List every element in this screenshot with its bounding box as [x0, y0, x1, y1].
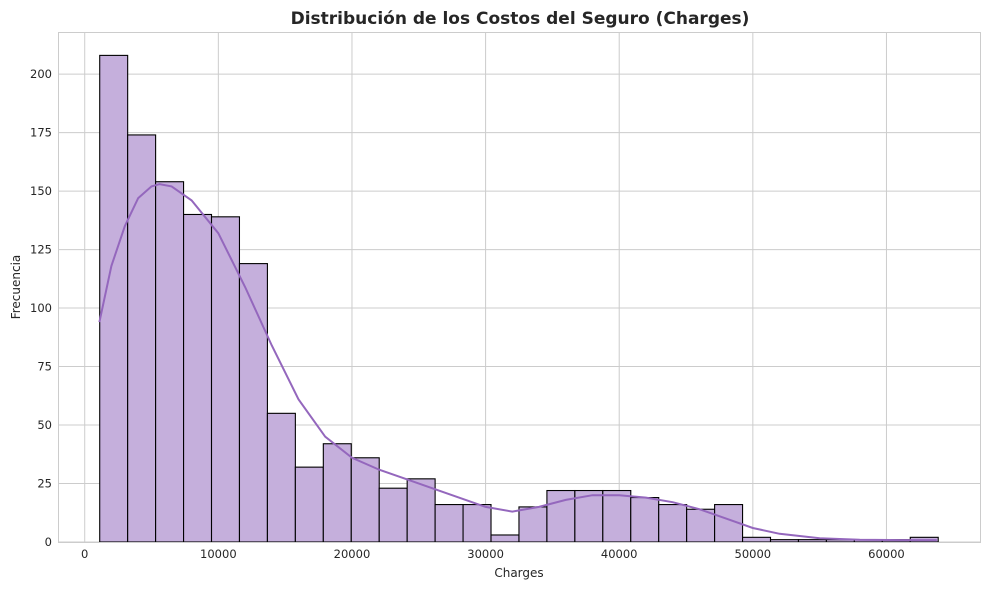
y-tick-label: 75: [37, 360, 52, 374]
histogram-bar: [462, 504, 492, 543]
histogram-bar: [350, 457, 380, 543]
bars-layer: [99, 54, 939, 543]
histogram-bar: [490, 534, 520, 543]
y-tick-label: 125: [30, 243, 52, 257]
histogram-bar: [294, 466, 324, 543]
y-axis-label: Frecuencia: [9, 255, 23, 320]
histogram-bar: [322, 443, 352, 543]
histogram-bar: [378, 487, 408, 543]
y-tick-label: 150: [30, 184, 52, 198]
y-tick-label: 50: [37, 418, 52, 432]
y-tick-label: 175: [30, 126, 52, 140]
plot-frame: [58, 32, 981, 543]
histogram-bar: [518, 506, 548, 543]
histogram-bar: [630, 497, 660, 543]
histogram-bar: [434, 504, 464, 543]
x-tick-label: 60000: [868, 547, 905, 561]
histogram-bar: [238, 263, 268, 543]
histogram-bar: [266, 412, 296, 543]
histogram-bar: [406, 478, 436, 543]
x-tick-label: 30000: [467, 547, 504, 561]
y-tick-label: 25: [37, 477, 52, 491]
histogram-bar: [686, 508, 716, 543]
x-axis-label: Charges: [494, 566, 543, 580]
histogram-bar: [658, 504, 688, 543]
y-tick-label: 200: [30, 67, 52, 81]
x-tick-label: 40000: [601, 547, 638, 561]
x-tick-label: 10000: [200, 547, 237, 561]
histogram-bar: [602, 489, 632, 543]
y-tick-label: 0: [45, 535, 52, 549]
chart-title: Distribución de los Costos del Seguro (C…: [291, 9, 750, 29]
histogram-bar: [183, 213, 213, 543]
histogram-bar: [742, 536, 772, 543]
y-tick-labels: 0 25 50 75 100 125 150 175 200: [30, 67, 52, 549]
histogram-bar: [574, 489, 604, 543]
histogram-bar: [797, 539, 827, 543]
x-tick-label: 0: [81, 547, 88, 561]
histogram-bar: [155, 181, 185, 543]
kde-line: [98, 183, 937, 542]
y-tick-label: 100: [30, 301, 52, 315]
x-tick-labels: 0 10000 20000 30000 40000 50000 60000: [81, 547, 905, 561]
x-tick-label: 50000: [735, 547, 772, 561]
histogram-bar: [769, 539, 800, 543]
x-tick-label: 20000: [334, 547, 371, 561]
